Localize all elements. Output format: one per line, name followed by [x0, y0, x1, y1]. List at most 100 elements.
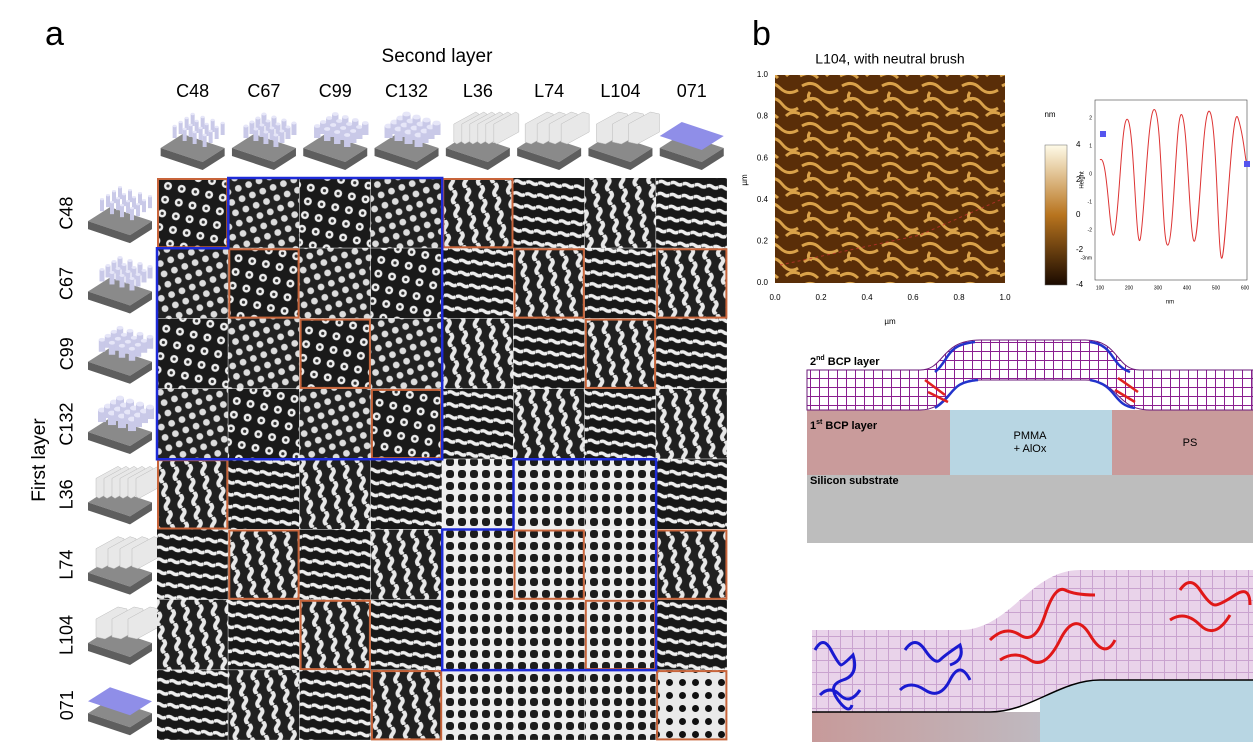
pillar-top — [141, 339, 147, 343]
sup: nd — [816, 355, 825, 362]
pillar-top — [314, 124, 320, 128]
pillar-top — [195, 120, 199, 122]
pillar — [148, 196, 152, 208]
column-label: L74 — [534, 81, 564, 101]
pillar — [243, 126, 248, 138]
cell-image — [514, 530, 585, 600]
column-label: C48 — [176, 81, 209, 101]
cell-image — [157, 670, 228, 740]
pillar — [189, 125, 193, 137]
cell-image — [300, 389, 371, 459]
cell-image — [228, 248, 299, 318]
pillar — [126, 201, 130, 213]
profile-y-tick: 2 — [1089, 115, 1092, 121]
cell-image — [300, 248, 371, 318]
colorbar-tick: -2 — [1076, 245, 1084, 254]
cell-image — [585, 600, 656, 670]
cell-image — [228, 530, 299, 600]
thumbnail — [88, 537, 160, 595]
pillar-top — [336, 119, 342, 123]
cell-image — [656, 178, 727, 248]
profile-x-tick: 400 — [1183, 285, 1192, 291]
pillar-top — [253, 128, 258, 131]
profile-x-tick: 200 — [1125, 285, 1134, 291]
pillar-top — [131, 336, 137, 340]
cell-image — [656, 600, 727, 670]
pillar-top — [148, 195, 152, 197]
pillar — [130, 208, 134, 220]
cell-image — [656, 670, 727, 740]
pillar-top — [136, 273, 141, 276]
thumbnail — [88, 396, 154, 454]
cell-image — [157, 530, 228, 600]
pillar-top — [199, 127, 203, 129]
cell-image — [228, 319, 299, 389]
pillar-top — [273, 134, 278, 137]
row-label: C99 — [57, 337, 77, 370]
cell-image — [300, 319, 371, 389]
pillar-top — [130, 207, 134, 209]
pillar-top — [261, 113, 266, 116]
pillar-top — [128, 259, 133, 262]
pillar-top — [115, 337, 121, 341]
pillar-top — [117, 326, 123, 330]
pillar-top — [342, 115, 348, 119]
pillar-top — [126, 200, 130, 202]
colorbar-tick: 2 — [1076, 175, 1081, 184]
pillar-top — [118, 256, 123, 259]
cell-image — [157, 248, 228, 318]
pmma-label: PMMA — [1014, 430, 1048, 442]
pillar-top — [112, 190, 116, 192]
cell-image — [442, 178, 513, 248]
pillar-top — [125, 340, 131, 344]
afm-y-tick: 1.0 — [757, 70, 769, 79]
afm-y-tick: 0.6 — [757, 153, 769, 162]
pillar — [142, 270, 147, 282]
cell-image — [228, 600, 299, 670]
thumbnail — [446, 112, 519, 170]
colorbar-unit: nm — [1044, 110, 1055, 119]
pillar-top — [142, 269, 147, 272]
column-label: L36 — [463, 81, 493, 101]
pillar-top — [132, 196, 136, 198]
thumbnail — [588, 112, 659, 170]
pillar-top — [201, 116, 205, 118]
cell-image — [228, 178, 299, 248]
pillar-top — [269, 127, 274, 130]
cell-image — [585, 459, 656, 529]
pillar-top — [129, 347, 135, 351]
panel-label: b — [752, 15, 771, 53]
pillar-top — [330, 123, 336, 127]
thumbnail — [660, 122, 724, 170]
cell-image — [442, 600, 513, 670]
cell-image — [514, 248, 585, 318]
pillar — [110, 202, 114, 214]
pillar — [279, 131, 284, 143]
row-label: C132 — [57, 403, 77, 446]
cell-image — [514, 389, 585, 459]
pillar — [100, 199, 104, 211]
colorbar — [1045, 145, 1067, 285]
cell-image — [442, 459, 513, 529]
marker — [1100, 131, 1106, 137]
pillar-top — [346, 122, 352, 126]
pillar-top — [100, 198, 104, 200]
pillar — [263, 132, 268, 144]
column-label: C132 — [385, 81, 428, 101]
pillar-top — [193, 131, 197, 133]
afm-x-tick: 0.8 — [953, 293, 965, 302]
colorbar-tick: 4 — [1076, 140, 1081, 149]
afm-title: L104, with neutral brush — [815, 51, 964, 67]
cell-image — [371, 530, 442, 600]
thumbnail — [88, 256, 153, 314]
profile-x-label: nm — [1166, 300, 1174, 306]
pillar — [179, 122, 183, 134]
afm-y-tick: 0.2 — [757, 237, 769, 246]
pillar-top — [356, 125, 362, 129]
ps-label: PS — [1183, 437, 1198, 449]
afm-x-label: µm — [884, 317, 896, 326]
profile-x-tick: 500 — [1212, 285, 1221, 291]
pillar-top — [119, 344, 125, 348]
pillar-top — [423, 118, 431, 123]
pillar-top — [146, 405, 154, 410]
